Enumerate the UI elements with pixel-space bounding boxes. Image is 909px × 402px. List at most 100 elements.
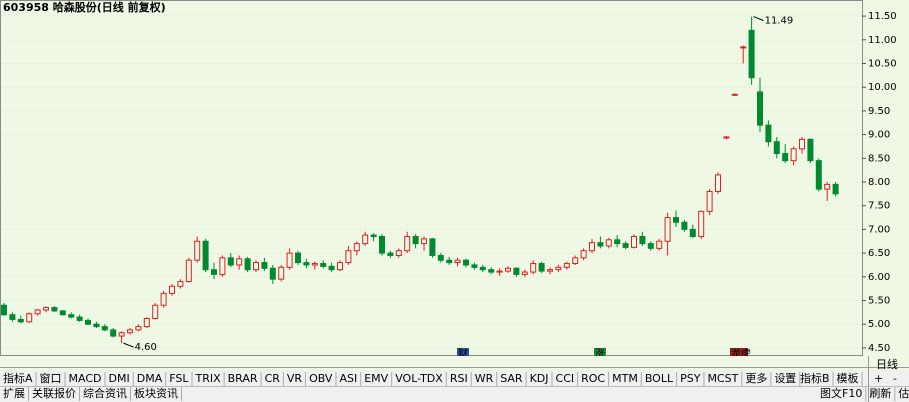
toolbar-tab[interactable]: 设置 bbox=[774, 372, 796, 385]
candle-body bbox=[563, 263, 570, 268]
candle-body bbox=[790, 148, 797, 162]
candle-body bbox=[538, 263, 545, 272]
candle-body bbox=[706, 190, 713, 212]
candle-body bbox=[547, 269, 553, 272]
candle-body bbox=[127, 329, 133, 334]
candle-body bbox=[320, 263, 327, 267]
candle-body bbox=[202, 240, 209, 271]
candle-body bbox=[303, 262, 310, 266]
toolbar-tab[interactable]: DMI bbox=[109, 372, 130, 385]
zoom-in[interactable]: + bbox=[874, 372, 883, 385]
toolbar-tab[interactable]: MACD bbox=[69, 372, 102, 385]
toolbar-tab[interactable]: PSY bbox=[680, 372, 701, 385]
candle-body bbox=[93, 323, 100, 328]
candle-body bbox=[580, 250, 587, 259]
candle-body bbox=[505, 267, 511, 272]
candle-body bbox=[68, 314, 75, 318]
toolbar-tab[interactable]: BRAR bbox=[228, 372, 258, 385]
candle-body bbox=[689, 228, 696, 238]
candle-body bbox=[34, 309, 41, 315]
candle-body bbox=[185, 259, 192, 283]
toolbar-tab[interactable]: 图文F10 bbox=[820, 386, 862, 400]
candle-body bbox=[765, 124, 772, 143]
toolbar-tab[interactable]: BOLL bbox=[645, 372, 674, 385]
candle-body bbox=[437, 254, 444, 261]
toolbar-tab[interactable]: ASI bbox=[339, 372, 357, 385]
toolbar-tab[interactable]: FSL bbox=[169, 372, 189, 385]
toolbar-tab[interactable]: 扩展 bbox=[3, 386, 25, 400]
toolbar-tab[interactable]: 更多 bbox=[745, 371, 767, 385]
candle-body bbox=[757, 91, 763, 126]
toolbar-tab[interactable]: TRIX bbox=[194, 372, 221, 385]
toolbar-tab[interactable]: WR bbox=[475, 372, 494, 385]
candle-body bbox=[715, 174, 721, 192]
candle-body bbox=[59, 310, 66, 316]
event-tag[interactable]: 涨 bbox=[595, 348, 605, 360]
toolbar-tab[interactable]: KDJ bbox=[530, 372, 549, 385]
candle-body bbox=[421, 238, 427, 245]
toolbar-tab[interactable]: CCI bbox=[556, 372, 575, 385]
candle-body bbox=[169, 285, 175, 294]
toolbar-tab[interactable]: MTM bbox=[612, 372, 638, 385]
toolbar-tab[interactable]: VR bbox=[287, 372, 303, 385]
zoom-out[interactable]: - bbox=[893, 372, 897, 385]
candle-body bbox=[807, 138, 814, 162]
y-tick-label: 10.00 bbox=[868, 82, 897, 93]
toolbar-tab[interactable]: 关联报价 bbox=[32, 386, 76, 400]
candle-body bbox=[110, 329, 117, 337]
candle-body bbox=[664, 217, 671, 242]
toolbar-tab[interactable]: 估值 bbox=[898, 387, 909, 400]
toolbar-tab[interactable]: ROC bbox=[581, 372, 605, 385]
toolbar-tab[interactable]: 综合资讯 bbox=[83, 386, 127, 400]
y-tick-label: 10.50 bbox=[868, 59, 897, 70]
candle-body bbox=[17, 318, 24, 323]
candle-body bbox=[471, 264, 478, 268]
y-tick-label: 4.50 bbox=[868, 343, 890, 354]
toolbar-tab[interactable]: EMV bbox=[364, 372, 388, 385]
candle-body bbox=[211, 269, 217, 275]
candle-body bbox=[521, 271, 528, 275]
candle-body bbox=[152, 304, 159, 320]
y-tick-label: 7.00 bbox=[868, 224, 890, 235]
toolbar-tab[interactable]: SAR bbox=[500, 372, 523, 385]
event-tag[interactable]: 财 bbox=[458, 347, 468, 360]
y-tick-label: 6.50 bbox=[868, 248, 890, 259]
toolbar-tab[interactable]: DMA bbox=[137, 372, 163, 385]
candle-body bbox=[143, 318, 150, 328]
candle-body bbox=[26, 313, 33, 323]
toolbar-tab[interactable]: VOL-TDX bbox=[395, 372, 443, 385]
candle-body bbox=[135, 326, 142, 331]
candle-body bbox=[286, 252, 293, 268]
candle-body bbox=[614, 239, 621, 245]
candle-body bbox=[773, 141, 780, 155]
candle-body bbox=[782, 153, 789, 162]
candle-body bbox=[639, 236, 646, 245]
toolbar-tab[interactable]: 模板 bbox=[837, 371, 859, 385]
candle-body bbox=[597, 242, 604, 247]
toolbar-tab[interactable]: 指标B bbox=[800, 371, 830, 385]
period-label[interactable]: 日线 bbox=[876, 357, 898, 371]
toolbar-tab[interactable]: OBV bbox=[309, 372, 333, 385]
event-tag-bg[interactable] bbox=[594, 348, 606, 359]
event-tag-bg[interactable] bbox=[730, 348, 748, 359]
candle-body bbox=[698, 210, 705, 238]
candle-body bbox=[261, 262, 268, 269]
candle-body bbox=[463, 259, 469, 266]
candle-body bbox=[731, 93, 738, 96]
event-tag-bg[interactable] bbox=[457, 348, 469, 359]
candle-body bbox=[370, 234, 377, 238]
candle-body bbox=[748, 29, 755, 79]
candle-body bbox=[555, 266, 562, 271]
toolbar-tab[interactable]: CR bbox=[265, 372, 281, 385]
toolbar-tab[interactable]: RSI bbox=[450, 372, 468, 385]
toolbar-tab[interactable]: 板块资讯 bbox=[134, 386, 178, 400]
candle-body bbox=[622, 243, 629, 248]
candle-body bbox=[530, 263, 537, 273]
candle-body bbox=[673, 217, 679, 223]
y-tick-label: 11.00 bbox=[868, 35, 897, 46]
toolbar-tab[interactable]: 窗口 bbox=[40, 371, 62, 385]
toolbar-tab[interactable]: MCST bbox=[707, 372, 738, 385]
toolbar-tab[interactable]: 刷新 bbox=[869, 386, 891, 400]
toolbar-tab[interactable]: 指标A bbox=[3, 371, 33, 385]
plot-frame bbox=[0, 0, 863, 356]
